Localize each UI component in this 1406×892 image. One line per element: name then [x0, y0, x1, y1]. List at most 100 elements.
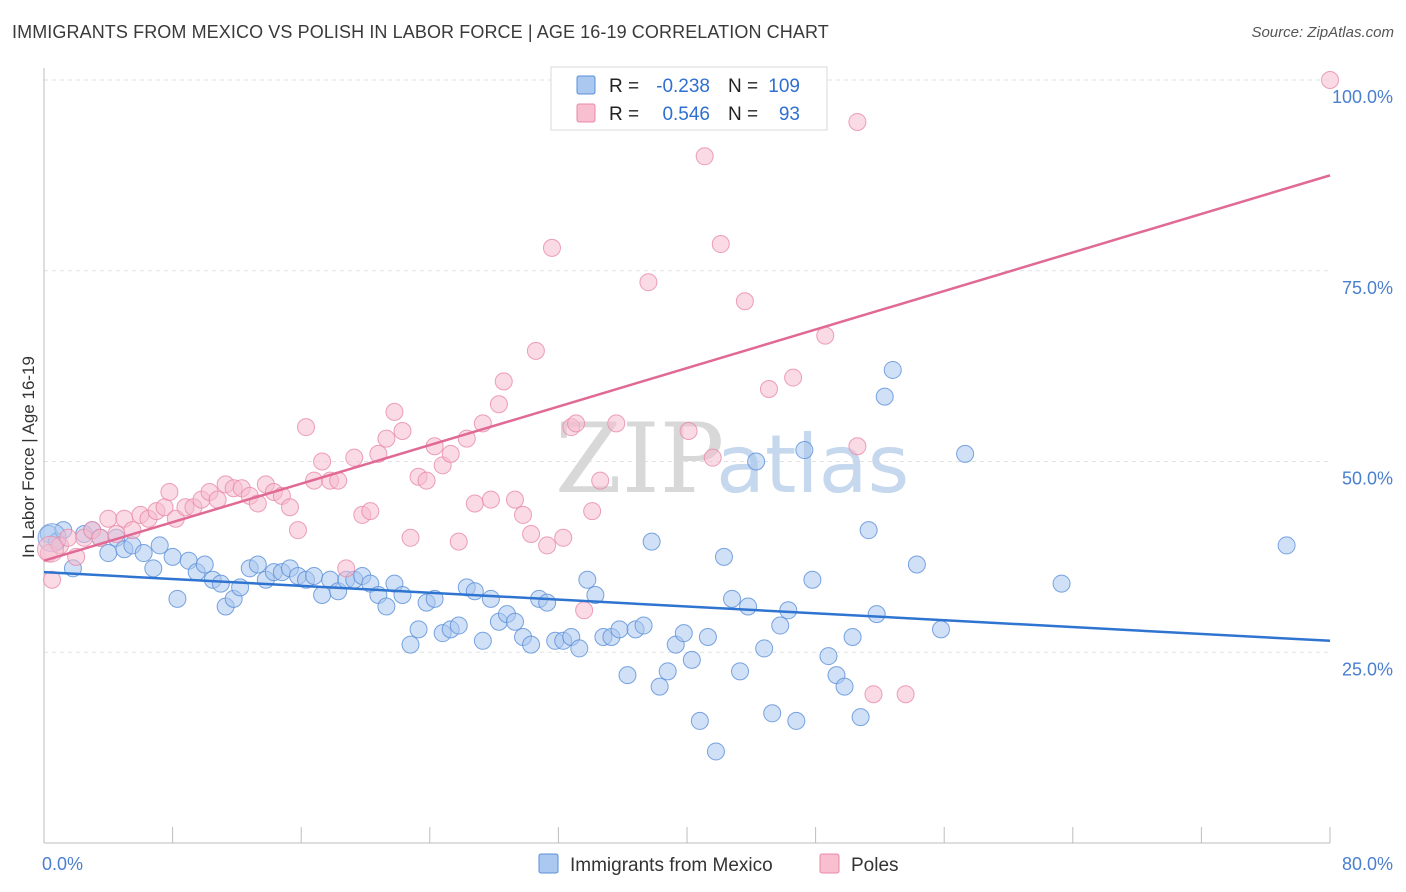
point-poles [864, 685, 883, 704]
point-poles [489, 395, 508, 414]
point-mexico [851, 708, 870, 727]
y-tick-label: 100.0% [1332, 87, 1393, 107]
point-mexico [473, 631, 492, 650]
point-poles [542, 238, 561, 257]
y-tick-labels: 25.0% 50.0% 75.0% 100.0% [1332, 87, 1393, 679]
point-mexico [706, 742, 725, 761]
point-mexico [867, 605, 886, 624]
point-mexico [843, 627, 862, 646]
point-mexico [570, 639, 589, 658]
point-poles [393, 421, 412, 440]
point-poles [607, 414, 626, 433]
legend-swatch-poles [576, 103, 596, 123]
point-poles [896, 685, 915, 704]
point-mexico [658, 662, 677, 681]
point-poles [401, 528, 420, 547]
point-mexico [377, 597, 396, 616]
point-mexico [795, 441, 814, 460]
series-legend-label-poles: Poles [851, 855, 899, 876]
point-poles [417, 471, 436, 490]
point-poles [735, 292, 754, 311]
point-poles [288, 521, 307, 540]
x-tick-label: 0.0% [42, 854, 83, 874]
point-mexico [723, 589, 742, 608]
point-mexico [449, 616, 468, 635]
point-mexico [690, 711, 709, 730]
point-mexico [522, 635, 541, 654]
point-mexico [739, 597, 758, 616]
series-legend-swatch-mexico [538, 853, 559, 874]
point-mexico [787, 711, 806, 730]
gridlines [44, 79, 1330, 653]
point-mexico [1277, 536, 1296, 555]
chart-title: IMMIGRANTS FROM MEXICO VS POLISH IN LABO… [12, 22, 829, 42]
point-poles [639, 273, 658, 292]
series-legend-swatch-poles [819, 853, 840, 874]
point-mexico [731, 662, 750, 681]
point-mexico [134, 544, 153, 563]
x-tick-labels: 0.0% 80.0% [42, 854, 1393, 874]
point-mexico [195, 555, 214, 574]
legend-n-label-mexico: N = [728, 76, 758, 97]
legend-r-label-mexico: R = [609, 76, 639, 97]
point-mexico [875, 387, 894, 406]
point-poles [759, 380, 778, 399]
point-mexico [634, 616, 653, 635]
trend-lines [43, 174, 1331, 643]
point-poles [848, 112, 867, 131]
point-mexico [393, 586, 412, 605]
point-mexico [481, 589, 500, 608]
point-mexico [99, 544, 118, 563]
point-poles [703, 448, 722, 467]
point-mexico [248, 555, 267, 574]
point-mexico [747, 452, 766, 471]
point-mexico [505, 612, 524, 631]
point-poles [505, 490, 524, 509]
point-poles [280, 498, 299, 517]
point-mexico [618, 666, 637, 685]
point-mexico [956, 444, 975, 463]
point-mexico [425, 589, 444, 608]
point-poles [345, 448, 364, 467]
point-mexico [771, 616, 790, 635]
point-poles [591, 471, 610, 490]
point-poles [567, 414, 586, 433]
legend-n-label-poles: N = [728, 104, 758, 125]
point-mexico [409, 620, 428, 639]
point-poles [481, 490, 500, 509]
point-mexico [714, 547, 733, 566]
point-mexico [586, 586, 605, 605]
point-poles [337, 559, 356, 578]
point-poles [522, 524, 541, 543]
point-mexico [674, 624, 693, 643]
point-mexico [835, 677, 854, 696]
point-mexico [698, 627, 717, 646]
point-poles [695, 147, 714, 166]
point-mexico [803, 570, 822, 589]
point-poles [494, 372, 513, 391]
point-mexico [755, 639, 774, 658]
legend-n-value-mexico: 109 [768, 76, 800, 97]
legend-r-label-poles: R = [609, 104, 639, 125]
point-poles [43, 570, 62, 589]
legend-n-value-poles: 93 [779, 104, 800, 125]
point-poles [711, 235, 730, 254]
trend-line-poles [43, 174, 1331, 562]
point-poles [297, 418, 316, 437]
point-mexico [819, 647, 838, 666]
point-poles [377, 429, 396, 448]
x-tick-label: 80.0% [1342, 854, 1393, 874]
point-mexico [150, 536, 169, 555]
point-mexico [763, 704, 782, 723]
point-poles [526, 341, 545, 360]
y-axis-label: In Labor Force | Age 16-19 [19, 356, 38, 558]
point-poles [679, 421, 698, 440]
correlation-legend: R = -0.238 N = 109 R = 0.546 N = 93 [550, 66, 828, 131]
point-mexico [163, 547, 182, 566]
source-credit: Source: ZipAtlas.com [1251, 24, 1394, 41]
point-mexico [682, 650, 701, 669]
point-mexico [1052, 574, 1071, 593]
point-mexico [305, 566, 324, 585]
point-mexico [931, 620, 950, 639]
